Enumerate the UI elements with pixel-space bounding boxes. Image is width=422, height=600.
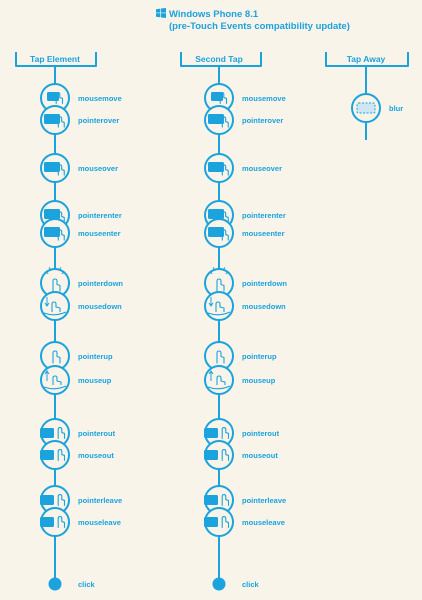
- box-finger-away-icon: [204, 427, 230, 439]
- event-node-second-tap-mouseup: mouseup: [204, 365, 276, 395]
- event-node-tap-away-blur: blur: [351, 93, 403, 123]
- event-label: pointerenter: [78, 211, 122, 220]
- box-finger-icon: [44, 209, 65, 223]
- box-finger-away-icon: [40, 516, 66, 528]
- box-finger-away-icon: [40, 494, 66, 506]
- finger-hover-box-icon: [211, 92, 228, 104]
- event-node-second-tap-pointerover: pointerover: [204, 105, 283, 135]
- event-label: click: [242, 580, 260, 589]
- finger-tap-burst-icon: [208, 265, 230, 292]
- finger-release-icon: [43, 370, 67, 390]
- event-label: pointerenter: [242, 211, 286, 220]
- column-header-label: Tap Element: [30, 54, 80, 64]
- box-finger-icon: [44, 227, 65, 241]
- event-label: mouseout: [78, 451, 114, 460]
- event-circle: [204, 365, 234, 395]
- box-finger-icon: [44, 114, 65, 128]
- event-node-tap-element-mouseup: mouseup: [40, 365, 112, 395]
- box-finger-away-icon: [204, 516, 230, 528]
- event-node-second-tap-click: click: [212, 577, 260, 591]
- finger-up-icon: [216, 350, 225, 364]
- dot-icon: [212, 577, 226, 591]
- event-label: mousedown: [78, 302, 122, 311]
- box-finger-away-icon: [40, 449, 66, 461]
- event-label: pointerdown: [242, 279, 287, 288]
- event-node-tap-element-mouseout: mouseout: [40, 440, 114, 470]
- event-node-second-tap-mouseover: mouseover: [204, 153, 282, 183]
- event-node-tap-element-mousedown: mousedown: [40, 291, 122, 321]
- event-node-tap-element-mouseenter: mouseenter: [40, 218, 121, 248]
- box-finger-away-icon: [40, 427, 66, 439]
- event-label: blur: [389, 104, 403, 113]
- box-finger-icon: [208, 114, 229, 128]
- event-node-tap-element-mousemove: mousemove: [40, 83, 122, 113]
- box-finger-icon: [44, 162, 65, 176]
- event-label: pointerup: [78, 352, 113, 361]
- finger-hover-box-icon: [47, 92, 64, 104]
- event-label: mousemove: [242, 94, 286, 103]
- event-label: pointerover: [242, 116, 283, 125]
- event-label: pointerleave: [242, 496, 286, 505]
- event-label: pointerout: [242, 429, 280, 438]
- column-header-second-tap: Second Tap: [180, 52, 262, 67]
- column-header-label: Second Tap: [195, 54, 243, 64]
- event-label: pointerleave: [78, 496, 122, 505]
- column-header-label: Tap Away: [347, 54, 386, 64]
- event-circle: [204, 291, 234, 321]
- event-node-second-tap-pointerout: pointerout: [204, 418, 280, 448]
- finger-release-icon: [207, 370, 231, 390]
- event-label: mouseup: [242, 376, 276, 385]
- event-label: mouseleave: [242, 518, 285, 527]
- event-label: pointerdown: [78, 279, 123, 288]
- event-label: pointerover: [78, 116, 119, 125]
- finger-press-icon: [43, 297, 67, 316]
- box-finger-away-icon: [204, 449, 230, 461]
- event-label: pointerup: [242, 352, 277, 361]
- finger-up-icon: [52, 350, 61, 364]
- column-header-tap-away: Tap Away: [325, 52, 409, 67]
- windows-logo-icon: [156, 8, 166, 18]
- event-label: mousemove: [78, 94, 122, 103]
- event-label: mouseover: [242, 164, 282, 173]
- finger-press-icon: [207, 297, 231, 316]
- event-label: mouseup: [78, 376, 112, 385]
- title-line1: Windows Phone 8.1: [169, 9, 259, 20]
- event-node-second-tap-mouseenter: mouseenter: [204, 218, 285, 248]
- box-finger-icon: [208, 162, 229, 176]
- event-label: mouseleave: [78, 518, 121, 527]
- event-circle: [40, 365, 70, 395]
- column-header-tap-element: Tap Element: [15, 52, 97, 67]
- finger-tap-burst-icon: [44, 265, 66, 292]
- event-label: click: [78, 580, 96, 589]
- event-label: mouseenter: [78, 229, 121, 238]
- box-finger-icon: [208, 209, 229, 223]
- event-label: pointerout: [78, 429, 116, 438]
- event-label: mouseenter: [242, 229, 285, 238]
- dashed-box-icon: [356, 102, 376, 114]
- event-node-tap-element-mouseleave: mouseleave: [40, 507, 121, 537]
- event-label: mouseover: [78, 164, 118, 173]
- event-circle: [40, 291, 70, 321]
- event-node-tap-element-click: click: [48, 577, 96, 591]
- box-finger-away-icon: [204, 494, 230, 506]
- event-node-second-tap-mouseout: mouseout: [204, 440, 278, 470]
- event-node-tap-element-pointerout: pointerout: [40, 418, 116, 448]
- event-label: mousedown: [242, 302, 286, 311]
- event-node-second-tap-mouseleave: mouseleave: [204, 507, 285, 537]
- event-label: mouseout: [242, 451, 278, 460]
- event-node-tap-element-mouseover: mouseover: [40, 153, 118, 183]
- dot-icon: [48, 577, 62, 591]
- event-node-second-tap-pointerup: pointerup: [204, 341, 277, 371]
- event-node-tap-element-pointerover: pointerover: [40, 105, 119, 135]
- event-node-second-tap-mousedown: mousedown: [204, 291, 286, 321]
- title-line2: (pre-Touch Events compatibility update): [169, 21, 350, 32]
- box-finger-icon: [208, 227, 229, 241]
